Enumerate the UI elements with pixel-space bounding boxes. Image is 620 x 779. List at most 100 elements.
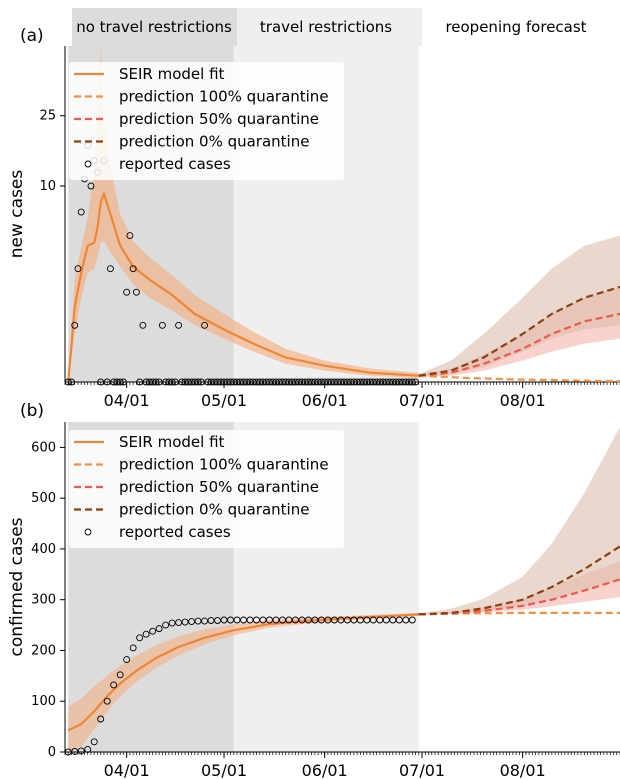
reported-case-point (304, 616, 312, 624)
legend-label: prediction 0% quarantine (119, 501, 309, 519)
legend-box (69, 62, 344, 180)
y-tick-label: 600 (31, 440, 56, 455)
panel-a-chart: 04/01 05/01 06/01 07/01 08/01 10 25 new cases SE… (7, 46, 620, 410)
y-tick-label: 100 (31, 694, 56, 709)
reported-case-point (317, 378, 325, 386)
reported-case-point (103, 697, 111, 705)
phase-header-no-travel (72, 8, 237, 46)
y-tick-label: 300 (31, 593, 56, 608)
reported-case-point (337, 616, 345, 624)
reported-case-point (308, 378, 316, 386)
reported-case-point (227, 616, 234, 624)
reported-case-point (373, 378, 381, 386)
reported-case-point (347, 378, 355, 386)
reported-case-point (201, 321, 209, 329)
phase-label-reopening: reopening forecast (445, 18, 586, 36)
reported-case-point (116, 378, 124, 386)
series-line-prediction (418, 374, 620, 383)
reported-case-point (71, 321, 79, 329)
reported-case-point (382, 378, 390, 386)
reported-case-point (220, 378, 228, 386)
reported-case-point (77, 747, 85, 755)
reported-case-point (343, 378, 351, 386)
legend-label: reported cases (119, 155, 231, 173)
reported-case-point (158, 321, 166, 329)
x-tick-label: 08/01 (500, 761, 546, 779)
x-tick-label: 07/01 (399, 761, 445, 779)
reported-case-point (236, 378, 244, 386)
reported-case-point (207, 617, 215, 624)
reported-case-point (363, 378, 371, 386)
reported-case-point (382, 616, 390, 624)
reported-case-point (152, 378, 160, 386)
reported-case-point (402, 378, 410, 386)
reported-case-point (317, 616, 325, 624)
reported-case-point (376, 378, 384, 386)
reported-case-point (298, 378, 306, 386)
reported-case-point (123, 656, 131, 664)
reported-case-point (272, 378, 280, 386)
reported-case-point (246, 378, 254, 386)
reported-case-point (175, 619, 183, 626)
reported-case-point (356, 616, 364, 624)
reported-case-point (145, 378, 153, 386)
reported-case-point (201, 617, 209, 625)
y-tick-label: 500 (31, 491, 56, 506)
prediction-uncertainty-band (418, 561, 620, 615)
legend-label: reported cases (119, 523, 231, 541)
reported-case-point (249, 378, 257, 386)
reported-case-point (399, 378, 406, 386)
reported-case-point (402, 616, 410, 624)
reported-case-point (181, 618, 189, 626)
series-line-prediction (418, 611, 620, 616)
x-tick-label: 07/01 (399, 391, 445, 410)
reported-case-point (129, 644, 137, 652)
reported-case-point (64, 748, 72, 756)
series-line-prediction (418, 545, 620, 616)
reported-case-point (369, 616, 377, 624)
reported-case-point (126, 232, 134, 240)
phase-header-travel (237, 8, 422, 46)
reported-case-point (282, 378, 290, 386)
reported-case-point (259, 378, 267, 386)
reported-case-point (214, 617, 221, 624)
reported-case-point (291, 378, 299, 386)
reported-case-point (376, 616, 384, 624)
reported-case-point (136, 634, 144, 642)
legend-marker-reported (84, 528, 92, 536)
y-tick-label: 400 (31, 542, 56, 557)
reported-case-point (77, 208, 85, 216)
reported-case-point (275, 378, 283, 386)
series-line-seir-fit (67, 190, 419, 383)
reported-case-point (291, 616, 299, 624)
reported-case-point (129, 265, 137, 273)
legend-label: prediction 50% quarantine (119, 110, 319, 128)
reported-case-point (259, 616, 267, 624)
reported-case-point (369, 378, 377, 386)
series-line-seir-fit (67, 613, 419, 732)
reported-case-point (142, 378, 150, 386)
reported-case-point (90, 738, 98, 746)
x-tick-label: 06/01 (302, 761, 348, 779)
reported-case-point (324, 616, 332, 624)
reported-case-point (155, 625, 163, 633)
reported-case-point (162, 378, 170, 386)
reported-case-point (142, 630, 150, 638)
panel-a-label: (a) (20, 26, 44, 46)
reported-case-point (350, 616, 358, 624)
reported-case-point (330, 616, 338, 624)
reported-case-point (168, 619, 176, 627)
reported-case-point (327, 378, 335, 386)
legend-label: prediction 100% quarantine (119, 88, 329, 106)
reported-case-point (178, 378, 186, 386)
reported-case-point (340, 378, 348, 386)
reported-case-point (64, 378, 72, 386)
y-axis-label: confirmed cases (7, 517, 27, 656)
reported-case-point (366, 378, 374, 386)
reported-case-point (240, 616, 247, 624)
reported-case-point (116, 671, 124, 679)
reported-case-point (149, 378, 157, 386)
reported-case-point (304, 378, 312, 386)
reported-case-point (337, 378, 345, 386)
reported-case-point (139, 321, 147, 329)
